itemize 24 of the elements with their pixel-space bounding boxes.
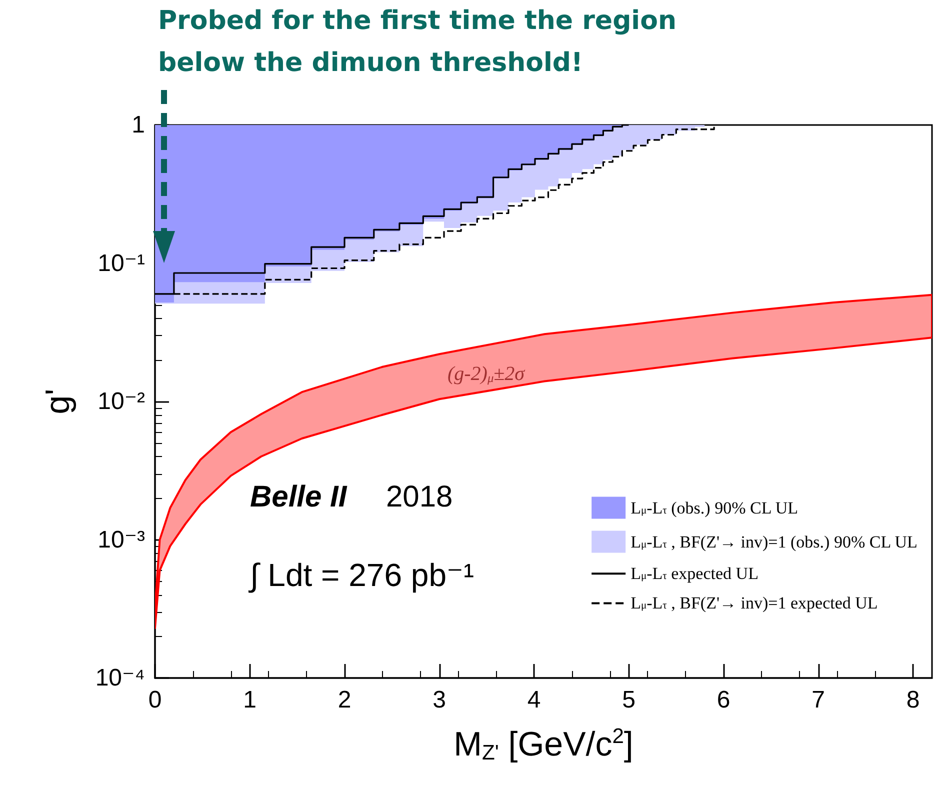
y-tick-label: 1 [132,112,145,138]
x-tick-label: 4 [527,686,541,714]
x-tick-label: 5 [622,686,636,714]
y-tick-label: 10⁻³ [98,526,146,554]
legend-label: Lμ-Lτ , BF(Z'→ inv)=1 expected UL [630,594,878,613]
series-label: Lμ-Lτ , BF(Z'→ inv)=1 (obs.) 90% CL UL [630,532,918,552]
legend-label: Lμ-Lτ expected UL [630,564,758,584]
y-tick-label: 10⁻⁴ [95,664,145,692]
y-axis-title: g' [39,388,77,414]
text: Probed for the first time the region below the dimuon threshold! [158,5,678,80]
x-tick-label: 3 [432,686,446,714]
y-tick-label: 10⁻¹ [98,250,146,277]
annotation: ∫ Ldt = 276 pb⁻¹ [248,557,474,593]
x-tick-label: 8 [906,686,920,714]
annotation: 2018 [386,480,453,514]
y-tick-label: 10⁻² [98,388,146,415]
annotation: Belle II [250,480,348,514]
x-tick-label: 1 [243,686,256,714]
x-tick-label: 2 [338,686,352,714]
x-tick-label: 0 [148,686,162,714]
x-tick-label: 7 [812,686,825,714]
x-tick-label: 6 [716,686,730,714]
series-label: Lμ-Lτ (obs.) 90% CL UL [630,498,798,518]
annotation: (g-2)μ±2σ [447,363,526,385]
